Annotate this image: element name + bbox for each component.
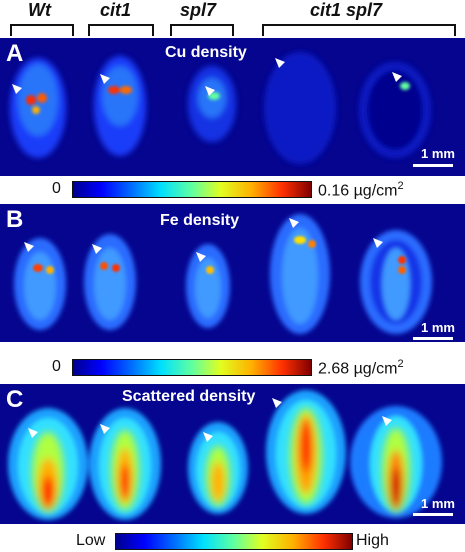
colorbar-c-gradient	[115, 533, 353, 550]
arrowhead-icon	[275, 58, 285, 68]
panel-c-title: Scattered density	[122, 388, 256, 405]
arrowhead-icon	[382, 416, 392, 426]
genotype-bracket-wt	[10, 24, 74, 36]
arrowhead-icon	[196, 252, 206, 262]
colorbar-b-gradient	[72, 359, 312, 376]
arrowhead-icon	[92, 244, 102, 254]
arrowhead-icon	[205, 86, 215, 96]
arrowhead-icon	[24, 242, 34, 252]
arrowhead-icon	[392, 72, 402, 82]
colorbar-b: 0 2.68 µg/cm2	[0, 356, 465, 378]
colorbar-a-max-value: 0.16 µg/cm	[318, 182, 398, 200]
panel-c-letter: C	[6, 386, 24, 413]
colorbar-c: Low High	[0, 530, 465, 552]
panel-a-cu-density-image: A Cu density 1 mm	[0, 38, 465, 176]
panel-c-scale-label: 1 mm	[421, 496, 455, 511]
arrowhead-icon	[28, 428, 38, 438]
panel-b-scale-bar	[413, 337, 453, 340]
colorbar-c-min: Low	[76, 532, 106, 549]
genotype-label-cit1-spl7: cit1 spl7	[310, 0, 383, 20]
colorbar-a-gradient	[72, 181, 312, 198]
colorbar-c-max: High	[356, 532, 389, 549]
genotype-bracket-cit1-spl7	[262, 24, 456, 36]
panel-a-title: Cu density	[165, 44, 247, 61]
arrowhead-icon	[203, 432, 213, 442]
colorbar-a-max-exponent: 2	[397, 180, 404, 192]
arrowhead-icon	[289, 218, 299, 228]
panel-a-letter: A	[6, 40, 24, 67]
panel-a-scale-label: 1 mm	[421, 146, 455, 161]
genotype-label-wt: Wt	[28, 0, 51, 20]
colorbar-b-min: 0	[52, 358, 61, 375]
panel-c-scattered-density-image: C Scattered density 1 mm	[0, 384, 465, 524]
genotype-label-spl7: spl7	[180, 0, 217, 20]
arrowhead-icon	[100, 74, 110, 84]
colorbar-a: 0 0.16 µg/cm2	[0, 178, 465, 200]
arrowhead-icon	[272, 398, 282, 408]
colorbar-b-max-exponent: 2	[397, 358, 404, 370]
panel-b-title: Fe density	[160, 212, 240, 229]
panel-b-letter: B	[6, 206, 24, 233]
panel-c-scale-bar	[413, 513, 453, 516]
arrowhead-icon	[12, 84, 22, 94]
colorbar-a-max: 0.16 µg/cm2	[318, 180, 404, 200]
genotype-bracket-cit1	[88, 24, 154, 36]
arrowhead-icon	[373, 238, 383, 248]
genotype-bracket-spl7	[170, 24, 234, 36]
genotype-label-cit1: cit1	[100, 0, 132, 20]
colorbar-b-max-value: 2.68 µg/cm	[318, 360, 398, 378]
colorbar-a-min: 0	[52, 180, 61, 197]
panel-a-scale-bar	[413, 164, 453, 167]
panel-b-scale-label: 1 mm	[421, 320, 455, 335]
colorbar-b-max: 2.68 µg/cm2	[318, 358, 404, 378]
panel-b-fe-density-image: B Fe density 1 mm	[0, 204, 465, 342]
arrowhead-icon	[100, 424, 110, 434]
